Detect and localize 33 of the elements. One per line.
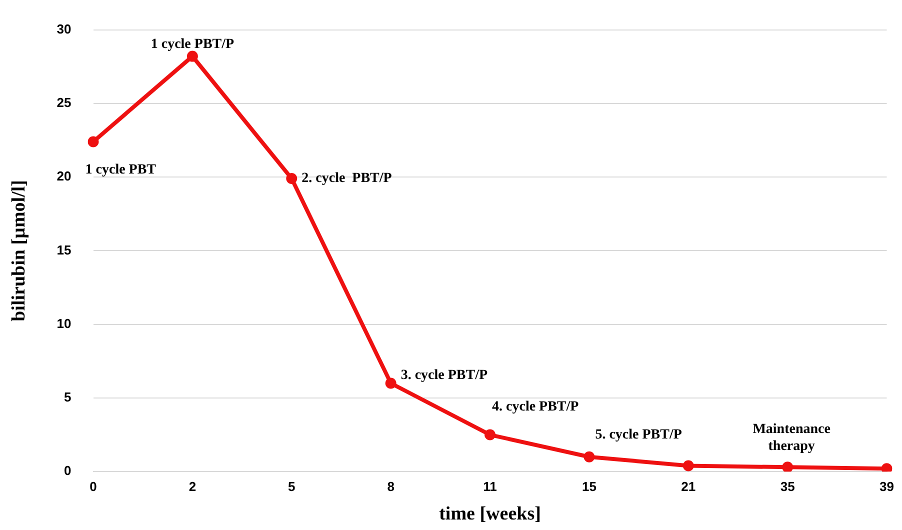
point <box>385 378 396 389</box>
x-tick-label: 8 <box>387 478 394 494</box>
annotation: 1 cycle PBT <box>85 162 157 178</box>
point <box>186 50 198 62</box>
x-tick-label: 5 <box>288 478 296 494</box>
annotation: 1 cycle PBT/P <box>150 36 234 52</box>
annotation: 2. cycle PBT/P <box>302 171 392 186</box>
point <box>286 173 298 184</box>
point <box>782 462 794 472</box>
point <box>484 429 496 440</box>
y-axis-title: bilirubin [µmol/l] <box>8 180 30 322</box>
annotation: 5. cycle PBT/P <box>595 427 682 442</box>
y-tick-label: 10 <box>56 316 72 331</box>
annotation: 3. cycle PBT/P <box>400 368 488 383</box>
y-tick-label: 20 <box>56 168 72 184</box>
annotation: 4. cycle PBT/P <box>492 399 580 414</box>
y-tick-label: 0 <box>64 463 72 478</box>
x-tick-label: 15 <box>582 478 596 494</box>
annotation: Maintenance therapy <box>752 422 830 454</box>
y-tick-label: 5 <box>64 390 72 405</box>
x-tick-label: 2 <box>188 478 196 494</box>
point <box>584 451 595 462</box>
point <box>88 136 99 148</box>
x-axis-title: time [weeks] <box>439 504 541 525</box>
x-tick-label: 0 <box>90 478 97 494</box>
x-tick-label: 21 <box>681 478 696 494</box>
x-tick-label: 35 <box>780 478 795 494</box>
point <box>682 460 694 472</box>
x-tick-label: 39 <box>880 478 894 494</box>
y-tick-label: 15 <box>56 242 72 258</box>
x-tick-label: 11 <box>483 478 497 494</box>
y-tick-label: 30 <box>56 21 72 36</box>
y-tick-label: 25 <box>56 95 72 110</box>
